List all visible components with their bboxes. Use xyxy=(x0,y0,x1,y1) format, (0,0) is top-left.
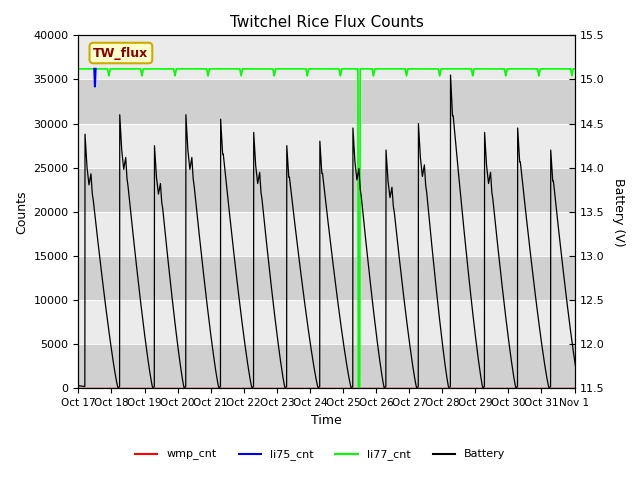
Bar xyxy=(79,256,575,300)
Y-axis label: Counts: Counts xyxy=(15,190,28,234)
Text: TW_flux: TW_flux xyxy=(93,47,148,60)
Bar xyxy=(79,300,575,344)
Bar xyxy=(79,123,575,168)
Y-axis label: Battery (V): Battery (V) xyxy=(612,178,625,246)
Legend: wmp_cnt, li75_cnt, li77_cnt, Battery: wmp_cnt, li75_cnt, li77_cnt, Battery xyxy=(131,445,509,465)
X-axis label: Time: Time xyxy=(311,414,342,427)
Title: Twitchel Rice Flux Counts: Twitchel Rice Flux Counts xyxy=(230,15,424,30)
Bar xyxy=(79,344,575,388)
Bar xyxy=(79,212,575,256)
Bar xyxy=(79,168,575,212)
Bar xyxy=(79,80,575,123)
Bar xyxy=(79,36,575,80)
